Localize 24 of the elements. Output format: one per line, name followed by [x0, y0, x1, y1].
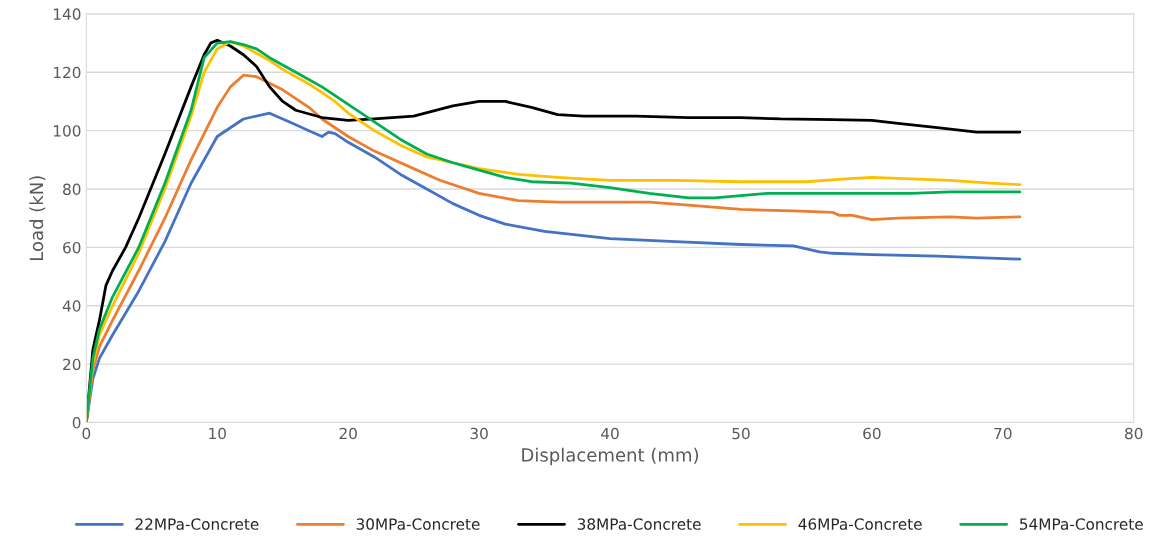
- x-tick-label: 0: [82, 427, 91, 440]
- y-tick-label: 0: [72, 417, 81, 429]
- legend-label: 30MPa-Concrete: [356, 518, 480, 530]
- x-tick-label: 10: [209, 427, 226, 440]
- y-axis-title: Load (kN): [29, 176, 46, 261]
- legend-label: 22MPa-Concrete: [135, 518, 259, 530]
- y-tick-label: 20: [63, 358, 81, 371]
- y-tick-label: 80: [63, 183, 81, 196]
- y-tick-label: 140: [53, 8, 81, 20]
- legend-label: 38MPa-Concrete: [577, 518, 701, 530]
- x-axis-title: Displacement (mm): [522, 447, 699, 466]
- x-tick-label: 80: [1125, 427, 1143, 440]
- y-tick-label: 40: [62, 300, 81, 312]
- x-tick-label: 20: [339, 427, 357, 440]
- y-tick-label: 100: [53, 125, 81, 137]
- x-tick-label: 30: [470, 427, 488, 440]
- y-tick-label: 120: [53, 66, 81, 79]
- x-tick-label: 40: [601, 427, 619, 440]
- y-tick-label: 60: [63, 241, 81, 254]
- legend-label: 46MPa-Concrete: [798, 518, 922, 530]
- x-tick-label: 70: [994, 427, 1012, 440]
- legend-label: 54MPa-Concrete: [1020, 518, 1143, 530]
- x-tick-label: 50: [732, 427, 750, 440]
- x-tick-label: 60: [863, 427, 881, 440]
